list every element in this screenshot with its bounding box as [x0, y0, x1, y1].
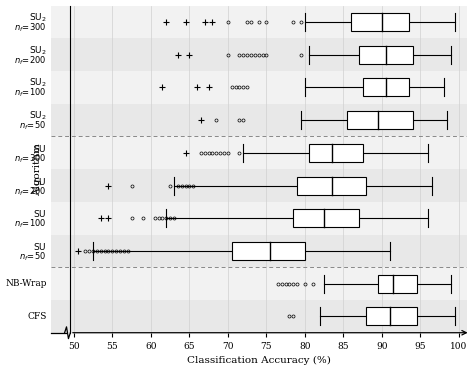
- Y-axis label: Algorithm: Algorithm: [33, 143, 42, 196]
- Bar: [51, 6, 466, 38]
- Bar: [366, 308, 417, 325]
- Text: $\mathrm{SU}$: $\mathrm{SU}$: [33, 241, 46, 252]
- Bar: [51, 71, 466, 104]
- Text: $n_f\!=\!50$: $n_f\!=\!50$: [19, 120, 46, 132]
- Bar: [51, 137, 466, 169]
- Bar: [51, 300, 466, 333]
- Bar: [232, 242, 305, 260]
- Bar: [51, 38, 466, 71]
- Text: $\mathrm{SU}_{2}$: $\mathrm{SU}_{2}$: [29, 109, 46, 122]
- Bar: [359, 46, 413, 64]
- Text: $\mathrm{SU}_{2}$: $\mathrm{SU}_{2}$: [29, 77, 46, 89]
- Bar: [51, 267, 466, 300]
- Text: $n_f\!=\!100$: $n_f\!=\!100$: [14, 218, 46, 230]
- Bar: [51, 104, 466, 137]
- Text: $n_f\!=\!300$: $n_f\!=\!300$: [14, 22, 46, 34]
- Bar: [309, 144, 363, 162]
- Text: CFS: CFS: [27, 312, 46, 321]
- Text: $\mathrm{SU}$: $\mathrm{SU}$: [33, 209, 46, 220]
- Text: $n_f\!=\!300$: $n_f\!=\!300$: [14, 152, 46, 165]
- Text: $\mathrm{SU}$: $\mathrm{SU}$: [33, 143, 46, 154]
- X-axis label: Classification Accuracy (%): Classification Accuracy (%): [187, 356, 330, 365]
- Bar: [51, 202, 466, 234]
- Bar: [363, 78, 409, 96]
- Bar: [293, 209, 359, 227]
- Bar: [297, 177, 366, 194]
- Text: $\mathrm{SU}_{2}$: $\mathrm{SU}_{2}$: [29, 44, 46, 57]
- Text: NB-Wrap: NB-Wrap: [5, 279, 46, 288]
- Bar: [378, 275, 417, 293]
- Text: $\mathrm{SU}_{2}$: $\mathrm{SU}_{2}$: [29, 12, 46, 24]
- Text: $\mathrm{SU}$: $\mathrm{SU}$: [33, 176, 46, 187]
- Text: $n_f\!=\!200$: $n_f\!=\!200$: [14, 185, 46, 198]
- Bar: [347, 111, 413, 129]
- Bar: [351, 13, 409, 31]
- Text: $n_f\!=\!100$: $n_f\!=\!100$: [14, 87, 46, 99]
- Bar: [51, 169, 466, 202]
- Text: $n_f\!=\!50$: $n_f\!=\!50$: [19, 250, 46, 263]
- Bar: [51, 234, 466, 267]
- Text: $n_f\!=\!200$: $n_f\!=\!200$: [14, 54, 46, 67]
